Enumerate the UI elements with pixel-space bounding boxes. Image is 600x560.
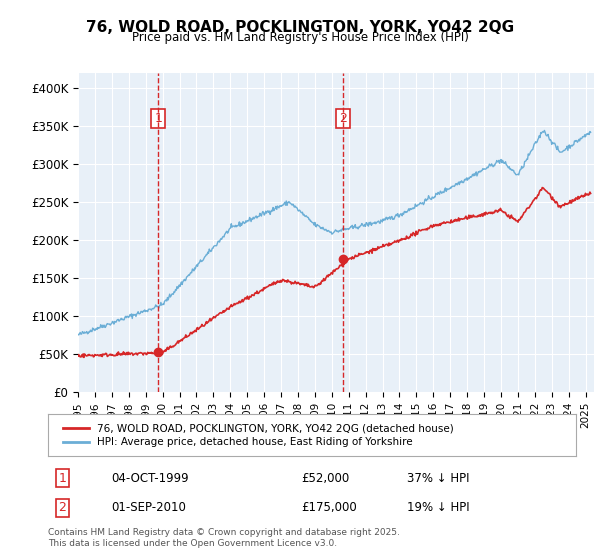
- Text: 04-OCT-1999: 04-OCT-1999: [112, 472, 189, 484]
- Legend: 76, WOLD ROAD, POCKLINGTON, YORK, YO42 2QG (detached house), HPI: Average price,: 76, WOLD ROAD, POCKLINGTON, YORK, YO42 2…: [58, 419, 458, 452]
- Text: 2: 2: [339, 112, 347, 125]
- Text: 1: 1: [154, 112, 162, 125]
- Text: Price paid vs. HM Land Registry's House Price Index (HPI): Price paid vs. HM Land Registry's House …: [131, 31, 469, 44]
- Text: 01-SEP-2010: 01-SEP-2010: [112, 501, 186, 514]
- Text: 2: 2: [59, 501, 67, 514]
- Text: 1: 1: [59, 472, 67, 484]
- Text: 76, WOLD ROAD, POCKLINGTON, YORK, YO42 2QG: 76, WOLD ROAD, POCKLINGTON, YORK, YO42 2…: [86, 20, 514, 35]
- Text: £52,000: £52,000: [301, 472, 350, 484]
- Text: 37% ↓ HPI: 37% ↓ HPI: [407, 472, 470, 484]
- Text: £175,000: £175,000: [301, 501, 357, 514]
- Text: Contains HM Land Registry data © Crown copyright and database right 2025.
This d: Contains HM Land Registry data © Crown c…: [48, 528, 400, 548]
- Text: 19% ↓ HPI: 19% ↓ HPI: [407, 501, 470, 514]
